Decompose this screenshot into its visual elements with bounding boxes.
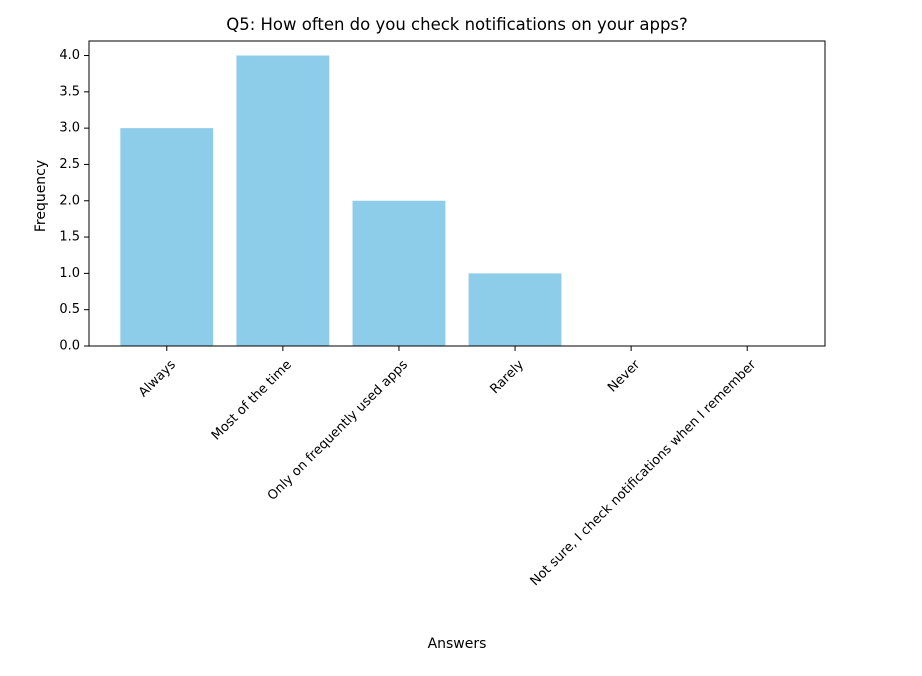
y-axis-ticks: 0.0 0.5 1.0 1.5 2.0 2.5 3.0 3.5 4.0 (59, 48, 89, 354)
x-tick-label: Not sure, I check notifications when I r… (528, 357, 760, 589)
bar (352, 200, 446, 346)
x-tick-label: Never (605, 357, 643, 395)
bar (236, 55, 330, 347)
x-tick-label: Only on frequently used apps (265, 357, 411, 503)
y-tick-label: 2.5 (59, 157, 80, 172)
y-axis-label: Frequency (33, 160, 49, 232)
y-tick-label: 4.0 (59, 48, 80, 63)
y-tick-label: 1.5 (59, 230, 80, 245)
x-tick-label: Most of the time (209, 357, 295, 443)
y-tick-label: 0.5 (59, 302, 80, 317)
bar (120, 128, 214, 346)
y-tick-label: 3.0 (59, 121, 80, 136)
x-tick-label: Always (136, 357, 179, 400)
y-tick-label: 1.0 (59, 266, 80, 281)
bar (468, 273, 562, 346)
y-tick-label: 0.0 (59, 339, 80, 354)
plot-area-frame (88, 40, 826, 347)
y-tick-label: 3.5 (59, 84, 80, 99)
x-axis-label: Answers (428, 636, 487, 652)
x-tick-label: Rarely (487, 357, 527, 397)
chart-title: Q5: How often do you check notifications… (226, 15, 688, 34)
bars (120, 55, 562, 347)
y-tick-label: 2.0 (59, 193, 80, 208)
